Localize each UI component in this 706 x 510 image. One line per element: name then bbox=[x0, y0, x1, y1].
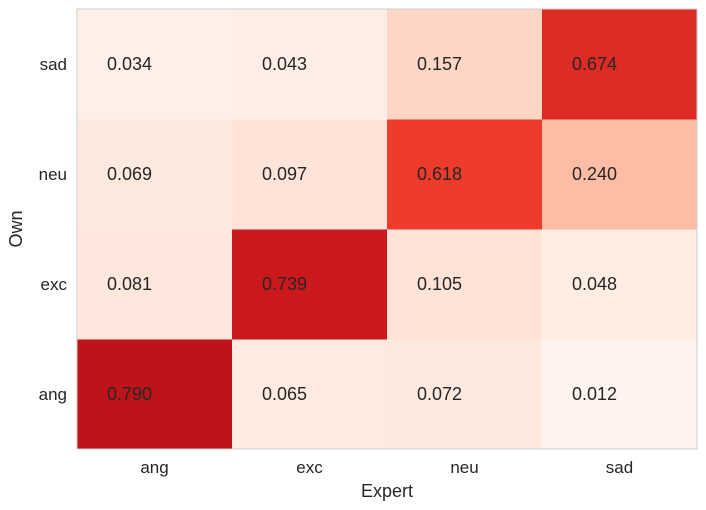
heatmap-cell bbox=[77, 339, 233, 450]
heatmap-cell bbox=[77, 119, 233, 230]
heatmap-cell bbox=[387, 9, 543, 120]
cell-value-label: 0.157 bbox=[417, 54, 462, 74]
y-tick-label: exc bbox=[41, 275, 68, 294]
cell-value-label: 0.097 bbox=[262, 164, 307, 184]
cell-value-label: 0.618 bbox=[417, 164, 462, 184]
y-tick-label: neu bbox=[39, 165, 67, 184]
heatmap-cell bbox=[232, 339, 388, 450]
heatmap-cell bbox=[542, 9, 698, 120]
plot-frame bbox=[76, 8, 698, 450]
heatmap-cell bbox=[232, 229, 388, 340]
cell-value-label: 0.081 bbox=[107, 274, 152, 294]
y-tick-labels: ang exc neu sad bbox=[39, 55, 68, 404]
cell-value-label: 0.043 bbox=[262, 54, 307, 74]
cell-value-label: 0.048 bbox=[572, 274, 617, 294]
cell-value-label: 0.065 bbox=[262, 384, 307, 404]
heatmap-cell bbox=[387, 339, 543, 450]
y-axis-label: Own bbox=[6, 210, 26, 247]
heatmap-cell bbox=[542, 339, 698, 450]
heatmap-cell-labels: 0.790 0.065 0.072 0.012 0.081 0.739 0.105 0.048… bbox=[107, 54, 617, 404]
y-tick-label: ang bbox=[39, 385, 67, 404]
cell-value-label: 0.034 bbox=[107, 54, 152, 74]
x-axis-label: Expert bbox=[361, 481, 413, 501]
cell-value-label: 0.105 bbox=[417, 274, 462, 294]
cell-value-label: 0.069 bbox=[107, 164, 152, 184]
x-tick-label: neu bbox=[450, 458, 478, 477]
heatmap-cell bbox=[232, 9, 388, 120]
heatmap-cell bbox=[77, 9, 233, 120]
x-tick-labels: ang exc neu sad bbox=[140, 458, 633, 477]
cell-value-label: 0.240 bbox=[572, 164, 617, 184]
heatmap-cells bbox=[77, 9, 698, 450]
cell-value-label: 0.012 bbox=[572, 384, 617, 404]
heatmap-cell bbox=[232, 119, 388, 230]
heatmap-cell bbox=[77, 229, 233, 340]
cell-value-label: 0.790 bbox=[107, 384, 152, 404]
heatmap-cell bbox=[387, 119, 543, 230]
heatmap-cell bbox=[542, 229, 698, 340]
cell-value-label: 0.072 bbox=[417, 384, 462, 404]
heatmap-cell bbox=[387, 229, 543, 340]
x-tick-label: ang bbox=[140, 458, 168, 477]
cell-value-label: 0.739 bbox=[262, 274, 307, 294]
heatmap-cell bbox=[542, 119, 698, 230]
y-tick-label: sad bbox=[40, 55, 67, 74]
cell-value-label: 0.674 bbox=[572, 54, 617, 74]
x-tick-label: sad bbox=[606, 458, 633, 477]
x-tick-label: exc bbox=[296, 458, 323, 477]
